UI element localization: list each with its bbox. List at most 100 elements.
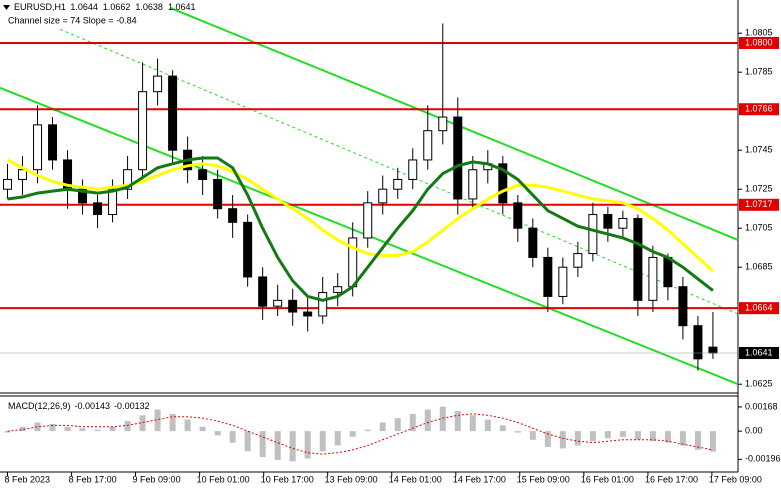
level-label-box: [739, 198, 779, 211]
macd-bar: [484, 419, 491, 432]
macd-bar: [364, 429, 371, 432]
y-tick-label: 0.00: [745, 425, 763, 435]
candle-body: [648, 256, 658, 301]
candle-body: [33, 124, 43, 171]
candle-body: [543, 256, 553, 297]
candle-body: [18, 169, 28, 180]
ohlc-value: 1.0644: [70, 2, 98, 12]
candle-body: [468, 169, 478, 200]
chart-subtitle: Channel size = 74 Slope = -0.84: [8, 15, 137, 25]
candle-body: [513, 202, 523, 229]
y-tick-label: -0.00196: [745, 454, 781, 464]
macd-bar: [709, 431, 716, 452]
macd-bar: [379, 422, 386, 432]
candle-body: [453, 116, 463, 200]
candle-body: [303, 311, 313, 317]
macd-bar: [439, 406, 446, 432]
macd-bar: [64, 426, 71, 432]
y-tick-label: 1.0725: [745, 184, 773, 194]
candle-body: [498, 163, 508, 204]
candle-body: [333, 286, 343, 294]
x-tick-label: 10 Feb 01:00: [197, 474, 250, 484]
candle-body: [258, 276, 268, 307]
macd-bar: [664, 431, 671, 443]
macd-value: -0.00143: [75, 401, 111, 411]
candle-body: [588, 214, 598, 255]
candle-body: [123, 169, 133, 190]
y-tick-label: 1.0705: [745, 223, 773, 233]
signal-line: [7, 413, 714, 455]
macd-bar: [109, 426, 116, 432]
x-tick-label: 8 Feb 2023: [5, 474, 51, 484]
candle-body: [48, 124, 58, 161]
signal-value: -0.00132: [114, 401, 150, 411]
moving-average: [6, 158, 714, 273]
symbol: EURUSD,H1: [14, 2, 66, 12]
macd-bar: [349, 431, 356, 437]
candle-body: [558, 266, 568, 297]
macd-bar: [4, 431, 11, 433]
candle-body: [168, 75, 178, 151]
macd-bar: [589, 431, 596, 442]
macd-title: MACD(12,26,9) -0.00143 -0.00132: [8, 401, 150, 411]
candle-body: [633, 217, 643, 301]
x-tick-label: 14 Feb 17:00: [453, 474, 506, 484]
macd-bar: [19, 426, 26, 432]
macd-bar: [139, 415, 146, 432]
candle-body: [423, 130, 433, 161]
macd-bar: [34, 422, 41, 432]
level-label-box: [739, 36, 779, 49]
candle-body: [408, 159, 418, 180]
macd-name: MACD(12,26,9): [8, 401, 71, 411]
macd-bar: [694, 431, 701, 450]
macd-bar: [184, 419, 191, 432]
x-tick-label: 9 Feb 09:00: [133, 474, 181, 484]
x-tick-label: 17 Feb 09:00: [709, 474, 762, 484]
candle-body: [213, 178, 223, 210]
candle-body: [663, 256, 673, 288]
candle-body: [243, 221, 253, 278]
candle-body: [153, 75, 163, 93]
macd-bar: [289, 431, 296, 462]
y-tick-label: 1.0625: [745, 379, 773, 389]
macd-bar: [559, 431, 566, 449]
macd-bar: [334, 431, 341, 446]
macd-bar: [679, 431, 686, 446]
candle-body: [678, 286, 688, 327]
candle-body: [363, 202, 373, 239]
macd-bar: [214, 431, 221, 436]
ohlc-value: 1.0638: [135, 2, 163, 12]
x-tick-label: 10 Feb 17:00: [261, 474, 314, 484]
candle-body: [573, 253, 583, 268]
macd-bar: [124, 421, 131, 432]
y-tick-label: 1.0745: [745, 145, 773, 155]
macd-bar: [574, 431, 581, 446]
candle-body: [618, 217, 628, 229]
candle-body: [528, 227, 538, 258]
candle-body: [198, 169, 208, 180]
level-label: 1.0766: [745, 104, 773, 114]
candle-body: [603, 214, 613, 229]
macd-bar: [229, 431, 236, 443]
menu-icon: [3, 5, 10, 10]
level-label: 1.0664: [745, 303, 773, 313]
macd-bar: [544, 431, 551, 447]
y-tick-label: 1.0685: [745, 262, 773, 272]
x-tick-label: 13 Feb 09:00: [325, 474, 378, 484]
candle-body: [318, 292, 328, 317]
macd-bar: [49, 423, 56, 432]
ohlc-value: 1.0641: [168, 2, 196, 12]
candle-body: [78, 188, 88, 204]
level-label: 1.0800: [745, 37, 773, 47]
macd-bar: [469, 415, 476, 432]
macd-bar: [94, 429, 101, 432]
price-label: 1.0641: [745, 347, 773, 357]
y-tick-label: 1.0805: [745, 28, 773, 38]
candle-body: [708, 346, 718, 354]
candle-body: [393, 178, 403, 190]
macd-bar: [454, 410, 461, 432]
x-tick-label: 14 Feb 01:00: [389, 474, 442, 484]
moving-average: [7, 156, 714, 302]
macd-bar: [514, 431, 521, 433]
